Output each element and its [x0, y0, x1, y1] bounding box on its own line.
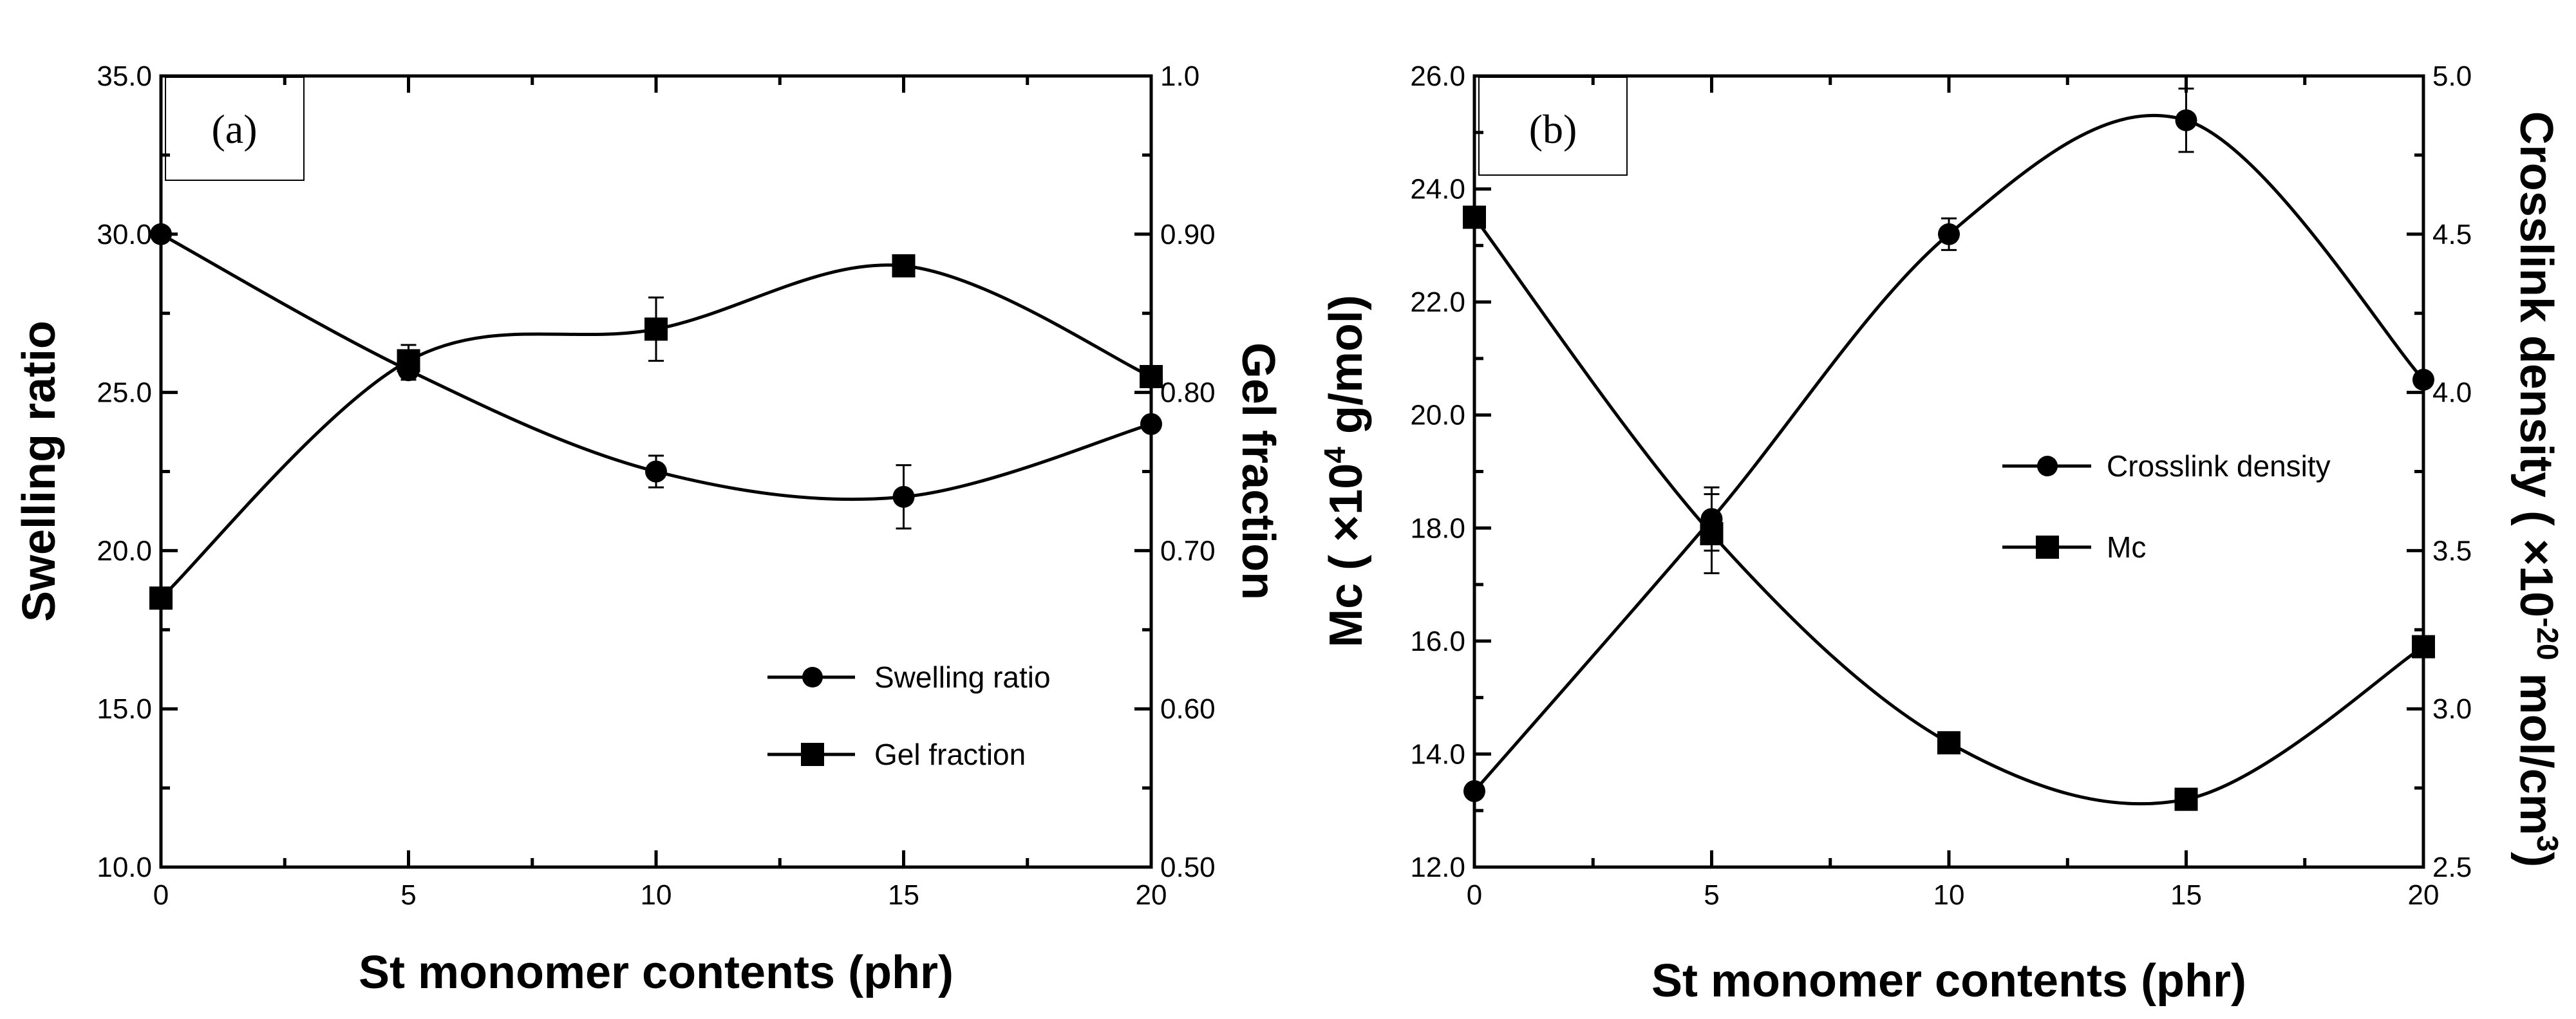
panel-a-x-tick-label: 5: [400, 879, 416, 911]
panel-a-x-tick-label: 15: [888, 879, 919, 911]
panel-a-y-left-tick-label: 10.0: [97, 852, 152, 883]
panel-a-markers: [149, 223, 1163, 610]
panel-a-gel-fraction-point: [644, 317, 668, 341]
panel-a-y-left-title: Swelling ratio: [14, 321, 65, 622]
panel-b-y-right-tick-label: 5.0: [2432, 61, 2472, 92]
panel-b-mc-point: [2412, 635, 2435, 659]
panel-a-ticks: [159, 74, 1153, 869]
panel-b-legend-crosslink-marker: [2037, 456, 2058, 476]
panel-b-x-tick-label: 20: [2408, 879, 2440, 911]
panel-b-y-left-tick-label: 22.0: [1410, 286, 1465, 318]
panel-b-y-left-title-sup: 4: [1318, 447, 1351, 463]
panel-b-legend: Crosslink density Mc: [2002, 449, 2331, 564]
panel-b-y-right-title-end: ): [2510, 852, 2562, 867]
panel-a-y-right-tick-label: 0.80: [1160, 377, 1216, 409]
panel-a-curves: [160, 232, 1152, 599]
panel-a-x-tick-label: 10: [641, 879, 672, 911]
panel-b-legend-mc-label: Mc: [2107, 530, 2146, 564]
panel-a-y-right-tick-label: 1.0: [1160, 61, 1199, 92]
panel-a-label: (a): [211, 106, 257, 152]
panel-b-y-right-tick-label: 3.5: [2432, 535, 2472, 566]
panel-b-label-box: [1478, 77, 1628, 176]
panel-b-legend-crosslink-label: Crosslink density: [2107, 449, 2331, 483]
panel-b-y-right-title-main: Crosslink density ( ×10: [2510, 111, 2562, 617]
panel-b-mc-point: [2174, 787, 2198, 811]
panel-b-y-right-tick-label: 4.0: [2432, 377, 2472, 409]
panel-a-y-right-tick-label: 0.90: [1160, 219, 1216, 250]
panel-b-x-tick-label: 0: [1467, 879, 1482, 911]
panel-b-label: (b): [1529, 106, 1577, 152]
panel-a-gel-fraction-point: [892, 254, 916, 277]
panel-a-x-tick-label: 0: [153, 879, 169, 911]
panel-a-legend-gel-label: Gel fraction: [874, 738, 1026, 771]
panel-a-swelling-ratio-point: [645, 460, 667, 483]
panel-a-x-axis-title: St monomer contents (phr): [359, 947, 954, 998]
panel-b-mc-point: [1463, 205, 1486, 229]
panel-a-swelling-ratio-point: [892, 485, 915, 508]
panel-b-crosslink-density-point: [2175, 109, 2197, 131]
panel-b-crosslink-density-point: [1938, 223, 1960, 245]
panel-a-swelling-ratio-point: [1140, 413, 1162, 435]
panel-a-y-left-tick-label: 15.0: [97, 693, 152, 725]
panel-a-legend-gel-marker: [801, 743, 824, 766]
panel-b-y-left-tick-label: 26.0: [1410, 61, 1465, 92]
panel-a-gel-fraction-point: [1140, 365, 1163, 389]
panel-a-y-left-tick-label: 30.0: [97, 219, 152, 250]
panel-a-legend: Swelling ratio Gel fraction: [767, 660, 1051, 771]
panel-a-y-left-tick-label: 20.0: [97, 535, 152, 566]
panel-b-y-right-tick-label: 3.0: [2432, 693, 2472, 725]
panel-a-legend-swelling-label: Swelling ratio: [874, 660, 1051, 694]
panel-b-y-left-title: Mc ( ×104 g/mol): [1318, 295, 1372, 648]
panel-b-x-tick-label: 5: [1704, 879, 1719, 911]
panel-a-y-right-tick-label: 0.60: [1160, 693, 1216, 725]
panel-b-ticks: [1472, 74, 2425, 869]
panel-a-label-box: [165, 77, 305, 181]
panel-b-y-left-tick-label: 14.0: [1410, 738, 1465, 770]
panel-a-x-tick-label: 20: [1136, 879, 1167, 911]
panel-b-y-left-tick-label: 18.0: [1410, 512, 1465, 544]
panel-b-y-left-tick-label: 16.0: [1410, 626, 1465, 657]
panel-a-swelling-ratio-point: [150, 223, 172, 245]
panel-b-y-right-title-sup: -20: [2531, 617, 2564, 660]
panel-a-y-left-tick-label: 25.0: [97, 377, 152, 409]
panel-b-markers: [1463, 109, 2435, 811]
panel-b-y-right-title: Crosslink density ( ×10-20 mol/cm3): [2510, 111, 2564, 867]
panel-b-y-right-title-sup2: 3: [2531, 836, 2564, 852]
panel-b-y-left-tick-label: 24.0: [1410, 174, 1465, 205]
panel-b-y-right-tick-label: 4.5: [2432, 219, 2472, 250]
panel-a-tick-labels: 0 5 10 15 20 10.0 15.0 20.0 25.0 30.0 35.0 0.50 0.60…: [97, 61, 1215, 911]
panel-b-x-axis-title: St monomer contents (phr): [1651, 955, 2246, 1007]
panel-b-mc-line: [1472, 216, 2425, 806]
panel-a-legend-swelling-marker: [802, 667, 823, 687]
panel-a-gel-fraction-point: [397, 349, 420, 373]
panel-b-legend-mc-marker: [2036, 536, 2059, 559]
panel-b-crosslink-density-point: [1463, 780, 1485, 803]
panel-a-y-right-tick-label: 0.50: [1160, 852, 1216, 883]
panel-b: (b) 0 5 10 15 20 12.0 14.0 16.0 18.0 20.0 22.0 24.0…: [1318, 61, 2564, 1007]
panel-b-mc-point: [1937, 731, 1960, 754]
panel-b-y-left-tick-label: 20.0: [1410, 400, 1465, 431]
panel-a-y-right-title: Gel fraction: [1232, 342, 1284, 600]
panel-b-y-right-title-tail: mol/cm: [2510, 660, 2562, 836]
panel-b-x-tick-label: 15: [2170, 879, 2202, 911]
panel-b-tick-labels: 0 5 10 15 20 12.0 14.0 16.0 18.0 20.0 22.0 24.0 26.0…: [1410, 61, 2472, 911]
panel-b-x-tick-label: 10: [1933, 879, 1965, 911]
panel-a: (a) 0 5 10 15 20 10.0 15.0 20.0 25.0 30.0 35.0 0.50…: [14, 61, 1284, 998]
panel-b-y-right-tick-label: 2.5: [2432, 852, 2472, 883]
panel-b-error-bars: [1704, 88, 2194, 575]
panel-b-mc-point: [1700, 522, 1724, 546]
panel-b-crosslink-density-point: [2412, 368, 2434, 391]
panel-b-y-left-title-main: Mc ( ×10: [1321, 463, 1372, 648]
panel-a-y-left-tick-label: 35.0: [97, 61, 152, 92]
panel-a-y-right-tick-label: 0.70: [1160, 535, 1216, 566]
panel-a-gel-fraction-point: [149, 586, 173, 610]
panel-b-y-left-title-tail: g/mol): [1321, 295, 1372, 447]
panel-b-y-left-tick-label: 12.0: [1410, 852, 1465, 883]
